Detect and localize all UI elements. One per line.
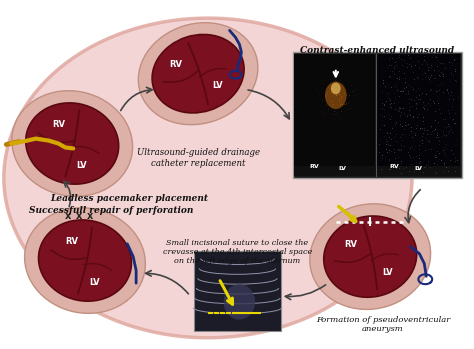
Ellipse shape xyxy=(4,18,412,338)
Ellipse shape xyxy=(138,23,258,125)
Bar xyxy=(292,52,462,178)
Ellipse shape xyxy=(325,82,346,109)
Ellipse shape xyxy=(324,216,417,297)
Text: x: x xyxy=(76,211,82,221)
Text: RV: RV xyxy=(389,164,399,169)
Ellipse shape xyxy=(25,208,146,313)
Ellipse shape xyxy=(38,220,131,301)
Text: LV: LV xyxy=(212,81,223,90)
Ellipse shape xyxy=(12,91,133,196)
Text: Small incisional suture to close the
crevasse at the 4th intercostal space
on th: Small incisional suture to close the cre… xyxy=(163,239,312,265)
Ellipse shape xyxy=(331,83,341,94)
Ellipse shape xyxy=(310,204,430,310)
Text: RV: RV xyxy=(309,164,319,169)
Text: LV: LV xyxy=(90,278,100,287)
Text: Leadless pacemaker placement: Leadless pacemaker placement xyxy=(51,194,209,203)
Text: Successfull repair of perforation: Successfull repair of perforation xyxy=(29,207,193,215)
Text: x: x xyxy=(65,211,72,221)
Bar xyxy=(294,166,460,176)
Text: RV: RV xyxy=(53,120,65,129)
Text: LV: LV xyxy=(414,166,422,171)
Text: LV: LV xyxy=(77,161,87,170)
Ellipse shape xyxy=(26,103,119,184)
Text: LV: LV xyxy=(383,268,393,277)
Text: Contrast-enhanced ultrasound: Contrast-enhanced ultrasound xyxy=(300,46,454,55)
Text: RV: RV xyxy=(169,60,182,69)
Ellipse shape xyxy=(152,35,244,113)
Bar xyxy=(377,54,460,176)
Text: LV: LV xyxy=(339,166,347,171)
Bar xyxy=(294,54,375,176)
Ellipse shape xyxy=(224,284,255,320)
Text: Formation of pseudoventricular
aneurysm: Formation of pseudoventricular aneurysm xyxy=(316,315,450,333)
Text: RV: RV xyxy=(344,240,357,249)
Text: RV: RV xyxy=(65,237,78,246)
Bar xyxy=(194,251,281,331)
Text: x: x xyxy=(87,211,93,221)
Text: Ultrasound-guided drainage
catheter replacement: Ultrasound-guided drainage catheter repl… xyxy=(137,148,260,168)
